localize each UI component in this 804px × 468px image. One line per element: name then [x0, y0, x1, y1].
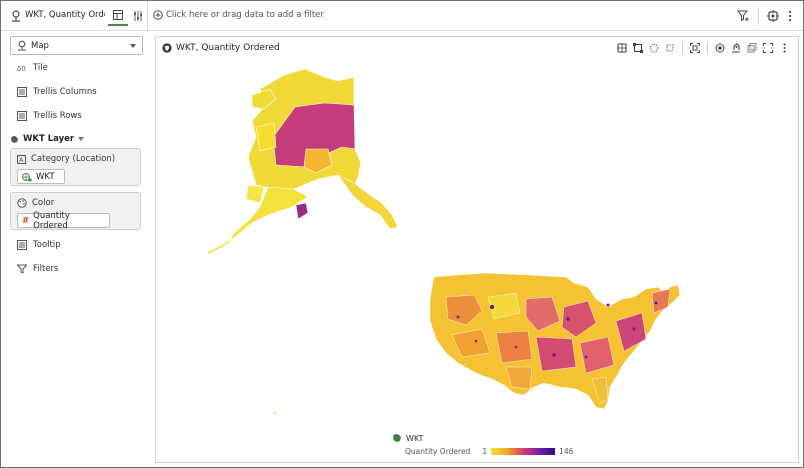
grammar-item-label: Trellis Columns	[33, 87, 97, 97]
svg-text:δ0: δ0	[17, 65, 26, 73]
grammar-item-label: Trellis Rows	[33, 111, 82, 121]
copy-icon	[747, 43, 757, 53]
map-tool-zoom-extent[interactable]	[689, 42, 701, 54]
layer-shape-icon	[393, 434, 401, 442]
grammar-icon	[113, 10, 123, 20]
alaska-shape[interactable]	[207, 68, 399, 254]
fullscreen-icon	[763, 43, 773, 53]
vertical-ellipsis-icon	[788, 10, 792, 22]
color-gradient-bar	[491, 448, 556, 455]
tooltip-icon	[17, 240, 27, 250]
grammar-item-label: Tile	[33, 63, 48, 73]
category-pill-wkt[interactable]: WKT	[17, 169, 65, 184]
viz-title-text: WKT, Quantity Ordered	[176, 43, 280, 53]
filter-funnel-icon	[737, 10, 749, 22]
globe-grid-icon	[617, 43, 627, 53]
viz-more-button[interactable]	[778, 42, 790, 54]
trellis-columns-icon	[17, 87, 27, 97]
map-layers-gear-icon	[767, 10, 779, 22]
legend-max: 146	[559, 447, 574, 456]
svg-text:A: A	[19, 156, 24, 164]
map-canvas[interactable]	[156, 37, 800, 464]
grammar-item-tooltip[interactable]: Tooltip	[17, 238, 61, 252]
grammar-item-label: Filters	[33, 264, 59, 274]
viz-header: WKT, Quantity Orde...	[1, 1, 148, 31]
layer-legend: WKT	[392, 433, 423, 443]
grammar-item-trellis-rows[interactable]: Trellis Rows	[17, 109, 82, 123]
map-layers-icon	[732, 43, 740, 53]
map-toolbar	[616, 42, 790, 54]
grammar-item-trellis-columns[interactable]: Trellis Columns	[17, 85, 97, 99]
color-well[interactable]: Color # Quantity Ordered	[10, 192, 141, 231]
top-bar: WKT, Quantity Orde...	[1, 1, 803, 31]
filter-options-button[interactable]	[735, 8, 751, 24]
map-tool-lasso[interactable]	[664, 42, 676, 54]
map-badge-icon	[162, 43, 172, 53]
grammar-item-tile[interactable]: δ0 Tile	[17, 61, 48, 75]
pill-label: Quantity Ordered	[33, 210, 70, 231]
viz-title: WKT, Quantity Ordered	[162, 43, 280, 53]
contiguous-us-shape[interactable]	[429, 272, 681, 410]
map-tool-copy[interactable]	[746, 42, 758, 54]
toolbar-divider	[758, 7, 759, 25]
viz-type-value: Map	[31, 41, 49, 51]
map-pin-icon	[12, 10, 20, 22]
map-tool-circle-select[interactable]	[648, 42, 660, 54]
chevron-down-icon	[130, 44, 136, 48]
legend-layer-label: WKT	[406, 433, 424, 443]
category-well[interactable]: A Category (Location) WKT	[10, 148, 141, 186]
tab-properties[interactable]	[128, 6, 148, 26]
tile-icon: δ0	[17, 63, 27, 73]
grammar-panel: Map δ0 Tile Trellis Columns Trellis Rows	[1, 32, 148, 467]
toolbar-divider	[707, 42, 708, 54]
hash-measure-icon: #	[22, 215, 30, 226]
layer-shape-icon	[11, 135, 18, 143]
map-tool-layers[interactable]	[730, 42, 742, 54]
grammar-item-filters[interactable]: Filters	[17, 262, 58, 276]
more-menu-button[interactable]	[782, 8, 798, 24]
filter-icon	[17, 264, 27, 274]
pill-label: WKT	[36, 171, 55, 182]
toolbar-divider	[682, 42, 683, 54]
viz-type-select[interactable]: Map	[10, 36, 143, 55]
geo-location-icon	[22, 172, 32, 182]
vertical-ellipsis-icon	[783, 43, 785, 53]
viz-title-tab[interactable]: WKT, Quantity Orde...	[25, 10, 105, 20]
filter-bar[interactable]: Click here or drag data to add a filter	[153, 10, 324, 20]
grammar-item-label: Tooltip	[33, 240, 61, 250]
map-tool-rect-select[interactable]	[632, 42, 644, 54]
map-tool-locate[interactable]	[714, 42, 726, 54]
caret-down-icon	[78, 136, 85, 141]
color-label: Color	[32, 198, 55, 208]
map-type-icon	[18, 40, 26, 51]
legend-measure-label: Quantity Ordered	[405, 447, 471, 456]
trellis-rows-icon	[17, 111, 27, 121]
sliders-icon	[134, 11, 142, 21]
palette-icon	[17, 198, 27, 208]
add-filter-icon	[153, 10, 163, 20]
map-settings-button[interactable]	[765, 8, 781, 24]
category-header: A Category (Location)	[17, 154, 115, 164]
lasso-icon	[666, 44, 674, 52]
target-icon	[715, 43, 725, 53]
hawaii-shape[interactable]	[274, 412, 276, 414]
wkt-layer-header[interactable]: WKT Layer	[10, 134, 85, 144]
color-header: Color	[17, 198, 54, 208]
layer-label: WKT Layer	[23, 134, 75, 144]
map-tool-fullscreen[interactable]	[762, 42, 774, 54]
map-tool-pan[interactable]	[616, 42, 628, 54]
zoom-extent-icon	[690, 43, 700, 53]
color-pill-quantity-ordered[interactable]: # Quantity Ordered	[17, 210, 110, 231]
canvas-area: WKT, Quantity Ordered	[150, 32, 803, 467]
category-label: Category (Location)	[31, 154, 116, 164]
rectangle-select-icon	[633, 43, 643, 53]
category-a-icon: A	[17, 154, 26, 164]
circle-select-icon	[649, 43, 659, 53]
filter-placeholder: Click here or drag data to add a filter	[166, 10, 324, 20]
color-legend: Quantity Ordered 1 146	[405, 447, 573, 456]
tab-grammar[interactable]	[108, 6, 128, 26]
legend-min: 1	[482, 447, 488, 456]
map-visualization[interactable]: WKT, Quantity Ordered	[155, 36, 799, 463]
